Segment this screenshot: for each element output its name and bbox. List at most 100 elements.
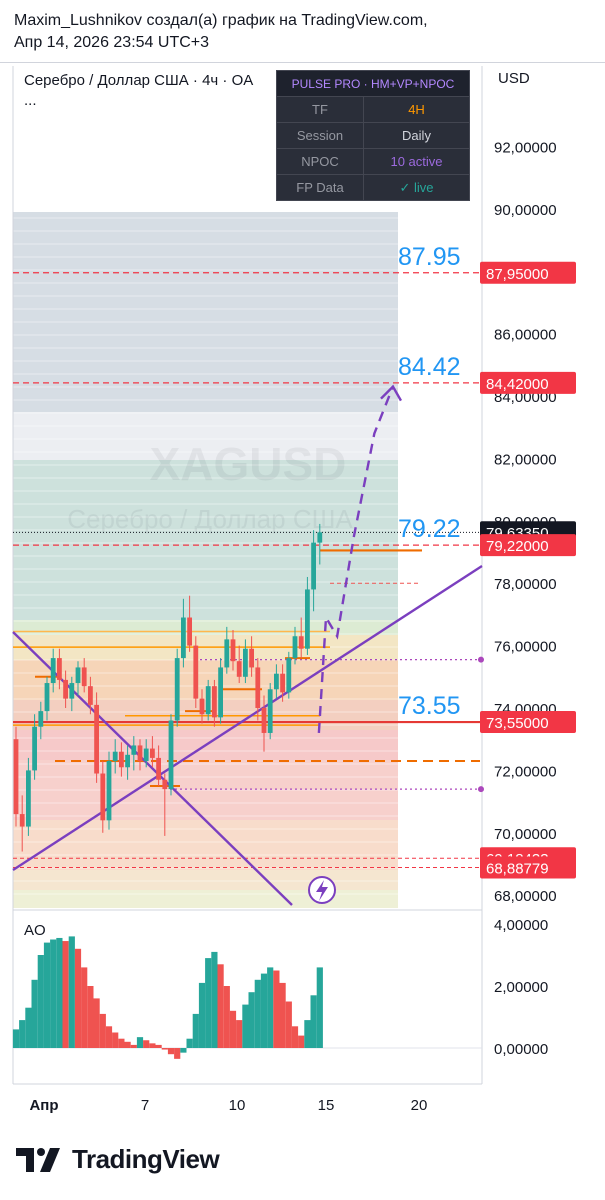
date-line: Апр 14, 2026 23:54 UTC+3 xyxy=(14,34,210,51)
time-tick-label: Апр xyxy=(29,1097,58,1114)
candle-body xyxy=(261,708,267,733)
ao-bar xyxy=(136,1037,144,1048)
candle-body xyxy=(236,661,242,677)
ao-bar xyxy=(298,1035,305,1048)
level-value-text: 79.22 xyxy=(398,515,461,543)
info-key: NPOC xyxy=(277,149,364,174)
ao-bar xyxy=(180,1048,187,1053)
level-marker xyxy=(478,656,484,663)
candle-body xyxy=(311,542,316,590)
candle-body xyxy=(255,667,261,708)
candle-body xyxy=(13,739,19,815)
candle-body xyxy=(298,636,304,649)
ao-bar xyxy=(248,992,255,1048)
author-line: Maxim_Lushnikov создал(а) график на Trad… xyxy=(14,12,428,29)
ao-tick-label: 0,00000 xyxy=(494,1041,548,1058)
candle-body xyxy=(26,770,31,827)
symbol-title[interactable]: Серебро / Доллар США · 4ч · OA xyxy=(24,72,254,89)
candle-body xyxy=(181,617,186,659)
candle-body xyxy=(286,658,292,693)
ao-bar xyxy=(130,1044,137,1048)
header-divider xyxy=(0,62,605,63)
tradingview-logo[interactable]: TradingView xyxy=(16,1144,220,1175)
price-tick-label: 70,00000 xyxy=(494,826,557,843)
candle-body xyxy=(193,645,199,699)
level-marker xyxy=(478,786,484,793)
ao-panel-label: AO xyxy=(24,922,46,939)
candle-body xyxy=(75,667,81,684)
time-tick-label: 10 xyxy=(229,1097,246,1114)
candle-body xyxy=(57,658,62,680)
price-label-text: 84,42000 xyxy=(486,376,549,393)
heatmap-band xyxy=(13,870,398,890)
currency-label[interactable]: USD xyxy=(498,70,530,87)
candle-body xyxy=(199,698,205,715)
ao-bar xyxy=(37,955,44,1048)
price-label-bg xyxy=(480,261,576,284)
candle-body xyxy=(50,658,56,684)
candle-body xyxy=(305,589,310,649)
trend-line-up xyxy=(12,564,483,872)
ao-bar xyxy=(50,939,57,1048)
ao-bar xyxy=(99,1013,106,1048)
heatmap-band xyxy=(13,212,398,412)
heatmap-band xyxy=(13,460,398,620)
ao-bar xyxy=(279,982,286,1048)
price-tick-label: 86,00000 xyxy=(494,327,557,344)
more-options[interactable]: ... xyxy=(24,92,37,109)
ao-bar xyxy=(62,941,69,1048)
candle-body xyxy=(156,757,161,780)
candle-body xyxy=(38,711,44,727)
candle-body xyxy=(88,686,93,705)
candle-body xyxy=(150,748,155,758)
ao-bar xyxy=(198,982,206,1048)
price-label-bg xyxy=(480,711,576,734)
projection-arrow-head xyxy=(380,384,403,402)
candle-body xyxy=(69,683,75,699)
info-row-tf: TF 4H xyxy=(277,97,469,123)
info-key: TF xyxy=(277,97,364,122)
ao-bar xyxy=(260,973,268,1048)
ao-bar xyxy=(112,1032,119,1048)
candle-body xyxy=(137,745,143,762)
ao-bar xyxy=(118,1038,125,1048)
watermark-ticker: XAGUSD xyxy=(150,438,347,490)
candle-body xyxy=(100,773,106,821)
info-value: 4H xyxy=(408,102,425,117)
info-table-header: PULSE PRO · HM+VP+NPOC xyxy=(277,71,469,97)
ao-bar xyxy=(316,967,323,1048)
price-label-text: 79,22000 xyxy=(486,538,549,555)
ao-tick-label: 4,00000 xyxy=(494,917,548,934)
info-row-session: Session Daily xyxy=(277,123,469,149)
candle-body xyxy=(106,761,112,821)
ao-bar xyxy=(236,1020,243,1048)
heatmap-band xyxy=(13,620,398,635)
heatmap-band xyxy=(13,820,398,870)
heatmap-band xyxy=(13,760,398,820)
ao-bar xyxy=(87,986,94,1048)
ao-bar xyxy=(124,1041,131,1048)
time-tick-label: 15 xyxy=(318,1097,335,1114)
heatmap-band xyxy=(13,412,398,460)
candle-body xyxy=(44,683,50,712)
ao-bar xyxy=(149,1043,156,1048)
ao-bar xyxy=(267,967,274,1048)
candle-body xyxy=(267,689,273,733)
ao-bar xyxy=(43,942,51,1048)
ao-bar xyxy=(211,951,218,1048)
watermark-name: Серебро / Доллар США xyxy=(67,504,353,534)
candle-body xyxy=(174,658,180,721)
ao-bar xyxy=(205,958,212,1048)
time-tick-label: 7 xyxy=(141,1097,149,1114)
ao-bar xyxy=(229,1010,237,1048)
candle-body xyxy=(131,745,137,755)
level-value-text: 84.42 xyxy=(398,353,461,381)
price-label-bg xyxy=(480,856,576,879)
candle-body xyxy=(218,667,223,718)
candle-body xyxy=(19,814,25,827)
info-key: FP Data xyxy=(277,175,364,200)
candle-body xyxy=(274,673,279,690)
candle-body xyxy=(224,639,230,668)
price-tick-label: 82,00000 xyxy=(494,451,557,468)
candle-body xyxy=(81,667,87,687)
